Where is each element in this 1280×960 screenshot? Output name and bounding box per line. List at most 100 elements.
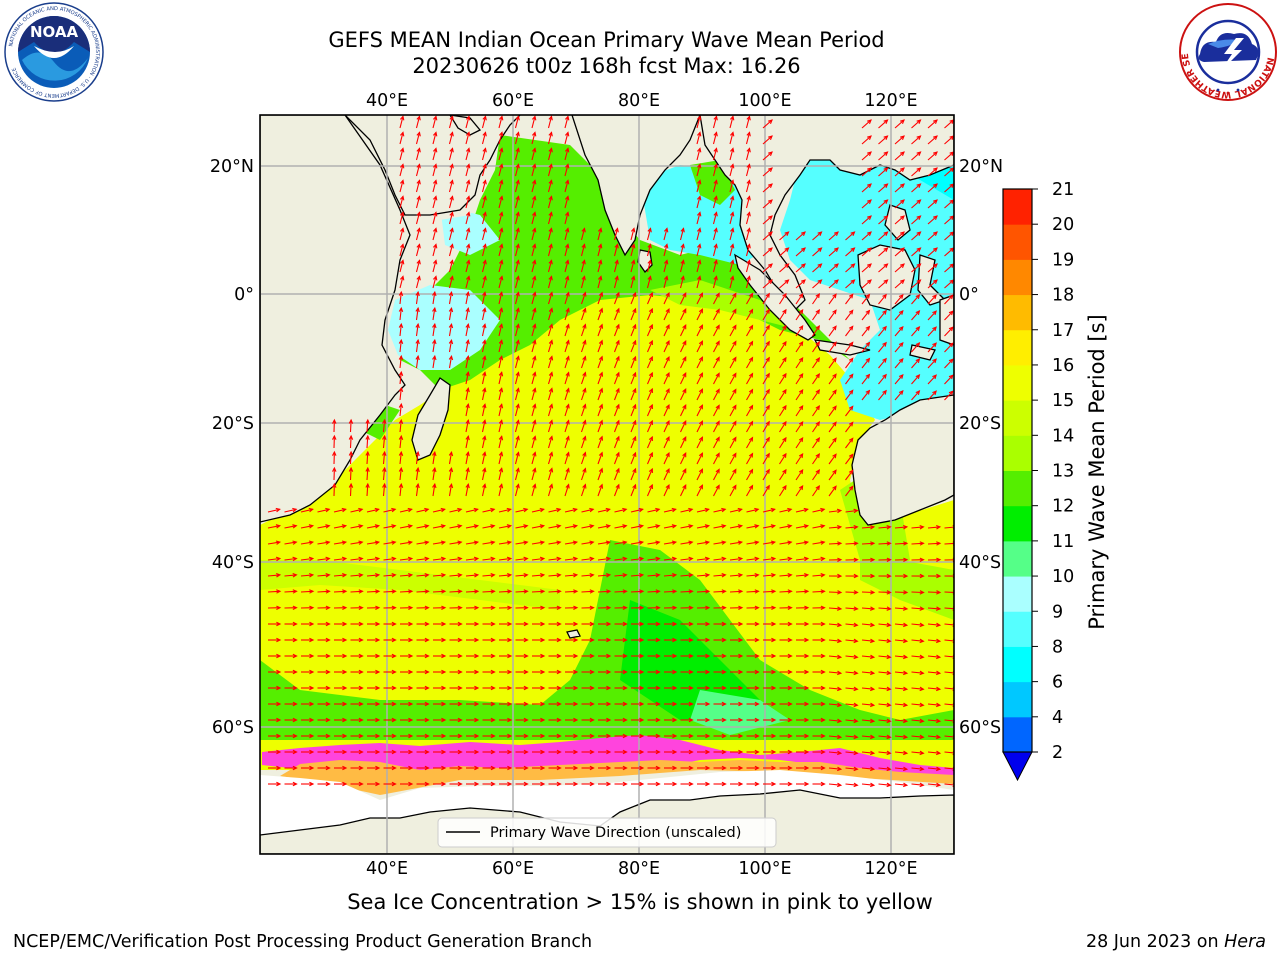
wave-arrow bbox=[746, 373, 753, 385]
wave-arrow bbox=[911, 151, 921, 161]
wave-arrow-head bbox=[817, 279, 823, 285]
wave-arrow-head bbox=[556, 556, 562, 562]
wave-arrow-head bbox=[919, 750, 925, 756]
wave-arrow bbox=[828, 671, 841, 674]
wave-arrow bbox=[696, 405, 703, 417]
wave-arrow-head bbox=[465, 466, 470, 473]
wave-arrow-head bbox=[815, 325, 821, 331]
wave-arrow bbox=[927, 719, 940, 722]
wave-arrow-head bbox=[398, 418, 404, 424]
wave-arrow bbox=[300, 541, 313, 545]
wave-arrow-head bbox=[490, 524, 496, 529]
wave-arrow-head bbox=[382, 418, 387, 424]
wave-arrow bbox=[415, 116, 421, 129]
wave-arrow bbox=[498, 116, 503, 129]
wave-arrow-head bbox=[721, 669, 727, 675]
wave-arrow-head bbox=[606, 669, 612, 675]
wave-arrow-head bbox=[832, 405, 837, 411]
wave-arrow-head bbox=[804, 669, 810, 675]
wave-arrow-head bbox=[523, 733, 529, 739]
wave-arrow bbox=[416, 508, 429, 513]
wave-arrow-head bbox=[768, 199, 773, 205]
wave-arrow bbox=[613, 308, 620, 321]
wave-arrow bbox=[894, 767, 907, 770]
wave-arrow-head bbox=[655, 781, 661, 787]
wave-arrow-head bbox=[448, 290, 454, 297]
wave-arrow bbox=[531, 308, 536, 321]
wave-arrow bbox=[894, 526, 907, 529]
wave-arrow-head bbox=[465, 211, 471, 217]
wave-arrow bbox=[597, 292, 603, 305]
wave-arrow bbox=[482, 574, 495, 577]
wave-arrow-head bbox=[655, 556, 661, 562]
wave-arrow-head bbox=[507, 621, 513, 627]
wave-arrow bbox=[762, 590, 776, 593]
wave-arrow-head bbox=[606, 653, 612, 659]
wave-arrow bbox=[597, 340, 603, 353]
wave-arrow-head bbox=[465, 306, 470, 313]
wave-arrow bbox=[333, 508, 346, 513]
wave-arrow bbox=[861, 542, 875, 545]
wave-arrow bbox=[399, 276, 404, 289]
wave-arrow bbox=[911, 607, 924, 610]
wave-arrow-head bbox=[630, 243, 636, 249]
wave-arrow-head bbox=[399, 179, 405, 185]
wave-arrow-head bbox=[886, 557, 892, 562]
wave-arrow bbox=[729, 180, 734, 193]
wave-arrow-head bbox=[375, 605, 381, 610]
wave-arrow bbox=[861, 183, 872, 193]
wave-arrow-head bbox=[900, 135, 905, 141]
wave-arrow bbox=[679, 228, 685, 241]
wave-arrow bbox=[547, 212, 553, 225]
wave-arrow-head bbox=[754, 637, 760, 643]
wave-arrow-head bbox=[598, 371, 604, 377]
wave-arrow bbox=[531, 541, 544, 545]
wave-arrow-head bbox=[498, 147, 504, 153]
wave-arrow bbox=[415, 260, 421, 273]
wave-arrow-head bbox=[490, 556, 496, 562]
wave-arrow-head bbox=[713, 179, 718, 185]
wave-arrow-head bbox=[449, 147, 454, 153]
wave-arrow bbox=[663, 420, 670, 433]
wave-arrow bbox=[713, 325, 720, 337]
wave-arrow-head bbox=[598, 403, 604, 409]
wave-arrow bbox=[399, 116, 404, 129]
wave-arrow-head bbox=[820, 637, 826, 643]
wave-arrow-head bbox=[715, 420, 720, 426]
wave-arrow bbox=[514, 196, 520, 209]
wave-arrow bbox=[630, 574, 643, 577]
wave-arrow-head bbox=[865, 357, 871, 363]
wave-arrow-head bbox=[748, 340, 754, 346]
wave-arrow bbox=[415, 180, 421, 193]
wave-arrow-head bbox=[606, 765, 612, 771]
wave-arrow bbox=[514, 276, 520, 289]
wave-arrow-head bbox=[449, 275, 454, 281]
wave-arrow bbox=[762, 325, 770, 337]
wave-arrow bbox=[646, 260, 652, 273]
wave-arrow bbox=[564, 484, 570, 497]
wave-arrow bbox=[845, 671, 858, 674]
wave-arrow bbox=[465, 404, 469, 417]
wave-arrow-head bbox=[798, 420, 804, 427]
wave-arrow-head bbox=[737, 556, 744, 562]
wave-arrow bbox=[399, 228, 404, 241]
wave-arrow bbox=[944, 263, 954, 273]
wave-arrow-head bbox=[506, 507, 512, 513]
wave-arrow bbox=[465, 292, 469, 305]
wave-arrow bbox=[630, 308, 637, 321]
wave-arrow bbox=[944, 719, 954, 722]
wave-arrow-head bbox=[787, 507, 793, 513]
wave-arrow-head bbox=[292, 685, 298, 691]
wave-arrow-head bbox=[688, 765, 694, 771]
wave-arrow-head bbox=[416, 211, 421, 217]
wave-arrow bbox=[779, 557, 792, 561]
wave-arrow bbox=[333, 590, 347, 593]
wave-arrow-head bbox=[358, 749, 364, 755]
wave-arrow bbox=[911, 247, 921, 257]
wave-arrow-head bbox=[948, 326, 954, 332]
wave-arrow-head bbox=[622, 749, 628, 755]
wave-arrow bbox=[729, 405, 737, 417]
wave-arrow-head bbox=[540, 653, 546, 659]
wave-arrow-head bbox=[398, 370, 404, 376]
wave-arrow bbox=[779, 453, 787, 465]
